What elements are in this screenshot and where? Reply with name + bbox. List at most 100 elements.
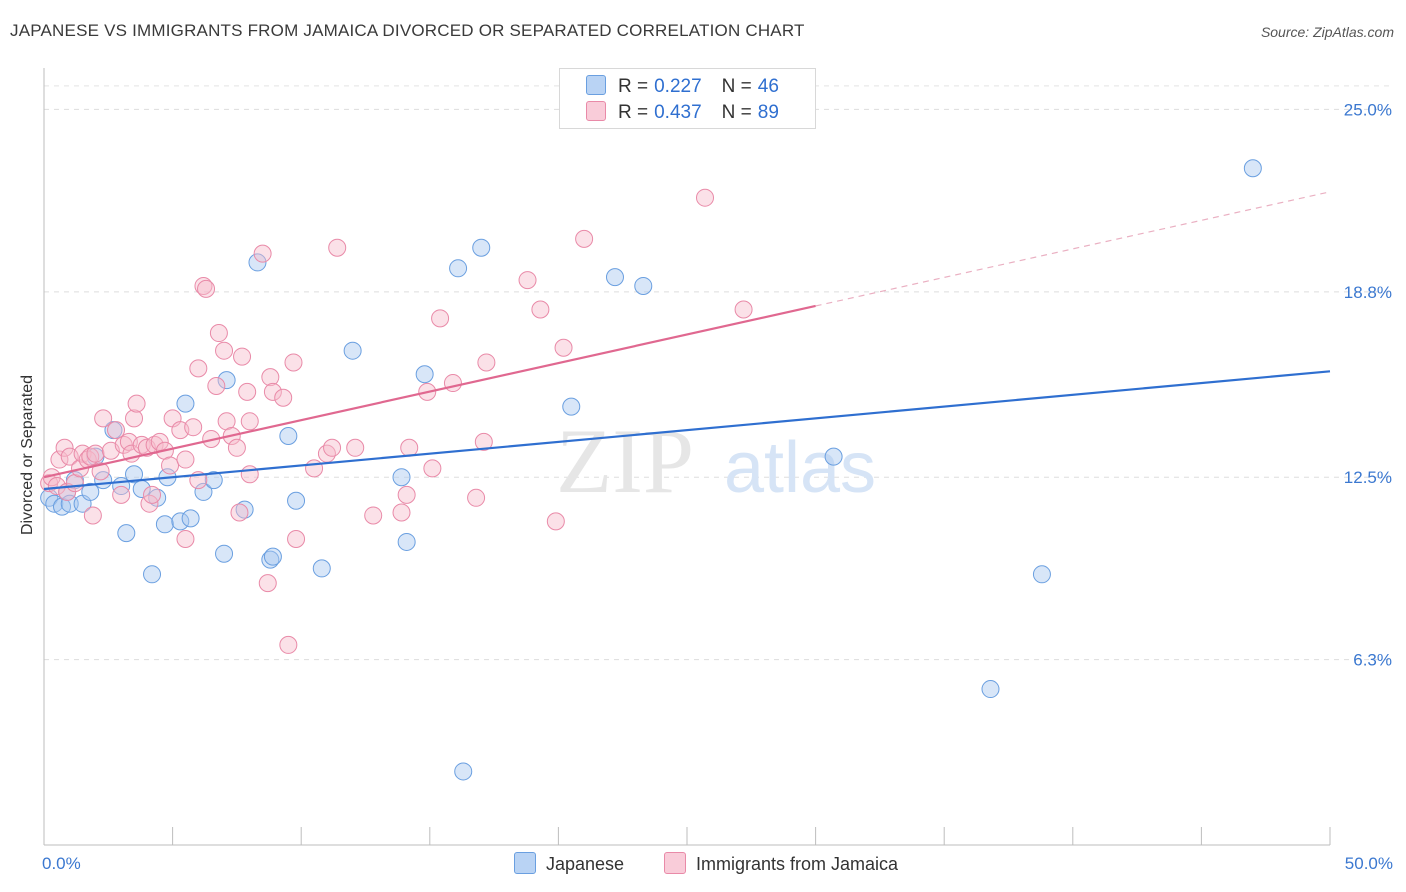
point-japanese: [171, 512, 190, 531]
bottom-legend-japanese: Japanese: [514, 852, 624, 875]
point-jamaica: [400, 438, 419, 457]
point-japanese: [261, 550, 280, 569]
point-jamaica: [194, 276, 213, 295]
point-japanese: [1032, 565, 1051, 584]
legend-n-value-japanese: 46: [757, 76, 779, 97]
point-jamaica: [127, 394, 146, 413]
point-japanese: [235, 500, 254, 519]
point-jamaica: [81, 447, 100, 466]
grid-lines: [44, 85, 1392, 661]
y-tick-label: 25.0%: [1344, 100, 1392, 119]
point-japanese: [634, 276, 653, 295]
point-jamaica: [94, 409, 113, 428]
point-japanese: [217, 371, 236, 390]
point-jamaica: [207, 377, 226, 395]
legend-n-value-jamaica: 89: [757, 102, 779, 123]
point-jamaica: [227, 438, 246, 457]
point-japanese: [117, 524, 136, 543]
point-jamaica: [240, 465, 259, 484]
point-japanese: [605, 268, 624, 287]
point-jamaica: [176, 450, 195, 469]
point-jamaica: [240, 412, 259, 431]
point-jamaica: [184, 418, 203, 437]
y-axis-label: Divorced or Separated: [19, 374, 36, 536]
point-japanese: [392, 468, 411, 487]
point-japanese: [472, 238, 491, 257]
point-jamaica: [443, 374, 462, 393]
x-tick-label: 0.0%: [42, 854, 81, 873]
point-jamaica: [189, 359, 208, 378]
point-japanese: [312, 559, 331, 578]
bottom-legend-label-japanese: Japanese: [546, 854, 625, 874]
point-jamaica: [554, 338, 573, 357]
point-jamaica: [238, 382, 257, 401]
point-jamaica: [696, 188, 715, 207]
stats-legend: R = 0.227 N = 46 R = 0.437 N = 89: [559, 68, 816, 129]
point-japanese: [125, 465, 144, 484]
point-jamaica: [392, 503, 411, 522]
point-jamaica: [274, 388, 293, 407]
point-jamaica: [423, 459, 442, 478]
point-jamaica: [531, 300, 550, 319]
trend-lines: [43, 191, 1331, 491]
point-jamaica: [83, 506, 102, 525]
point-jamaica: [230, 503, 249, 522]
point-jamaica: [546, 512, 565, 531]
point-japanese: [248, 253, 267, 272]
point-jamaica: [253, 244, 272, 263]
watermark-zip: ZIP: [556, 410, 694, 512]
x-tick-label: 50.0%: [1345, 854, 1393, 873]
point-jamaica: [209, 324, 228, 343]
point-jamaica: [323, 438, 342, 457]
point-japanese: [263, 547, 282, 566]
point-japanese: [449, 259, 468, 278]
point-jamaica: [42, 468, 61, 487]
point-japanese: [562, 397, 581, 416]
point-jamaica: [474, 432, 493, 451]
point-jamaica: [176, 530, 195, 548]
bottom-legend-swatch-jamaica: [664, 852, 686, 874]
point-japanese: [981, 680, 1000, 699]
watermark: ZIP atlas: [556, 410, 876, 512]
point-japanese: [155, 515, 174, 534]
point-jamaica: [132, 435, 151, 454]
point-japanese: [397, 532, 416, 551]
point-jamaica: [287, 530, 306, 548]
point-jamaica: [261, 368, 280, 387]
point-jamaica: [364, 506, 383, 525]
point-jamaica: [279, 635, 298, 654]
point-japanese: [194, 482, 213, 501]
bottom-legend-swatch-japanese: [514, 852, 536, 874]
axes: [43, 68, 1331, 846]
point-jamaica: [143, 485, 162, 504]
point-jamaica: [107, 421, 126, 440]
trend-line-japanese: [43, 370, 1331, 491]
trend-line-jamaica: [43, 304, 816, 479]
y-tick-label: 12.5%: [1344, 468, 1392, 487]
point-jamaica: [477, 353, 496, 372]
legend-swatch-japanese: [586, 75, 606, 95]
point-japanese: [60, 494, 79, 513]
point-jamaica: [215, 341, 234, 360]
point-jamaica: [263, 382, 282, 401]
point-jamaica: [518, 271, 537, 290]
point-japanese: [415, 365, 434, 384]
tick-labels: 6.3% 12.5% 18.8% 25.0% 0.0% 50.0%: [42, 100, 1393, 873]
point-japanese: [81, 482, 100, 501]
point-japanese: [181, 509, 200, 528]
legend-n-label: N =: [721, 102, 752, 123]
point-japanese: [143, 565, 162, 584]
point-jamaica: [161, 456, 180, 475]
point-jamaica: [125, 409, 144, 428]
data-points: [40, 159, 1262, 781]
chart-title: JAPANESE VS IMMIGRANTS FROM JAMAICA DIVO…: [10, 21, 805, 40]
point-japanese: [454, 762, 473, 781]
point-japanese: [1243, 159, 1262, 178]
point-japanese: [176, 394, 195, 413]
legend-r-value-japanese: 0.227: [654, 76, 702, 97]
point-jamaica: [258, 574, 277, 593]
point-japanese: [215, 544, 234, 563]
legend-row-jamaica: R = 0.437 N = 89: [586, 101, 779, 125]
point-jamaica: [55, 438, 74, 457]
